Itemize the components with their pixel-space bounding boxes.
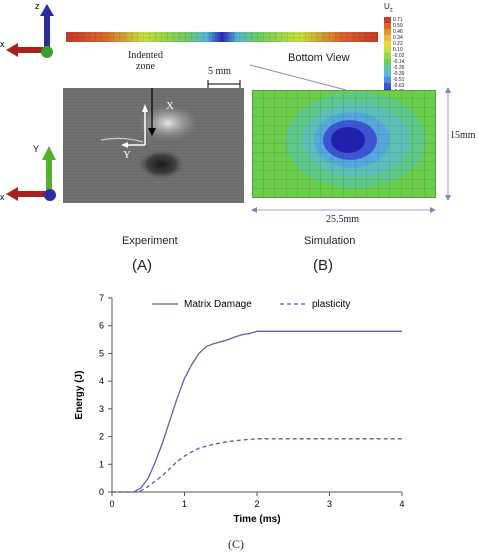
legend-value: 0.10 — [393, 46, 403, 53]
y-tick-label: 5 — [99, 348, 104, 358]
top-contour-strip — [66, 32, 378, 42]
simulation-contour — [252, 90, 436, 198]
y-tick-label: 4 — [99, 376, 104, 386]
legend-row: -0.51 — [384, 76, 424, 83]
y-tick-label: 7 — [99, 293, 104, 303]
series-line-plasticity — [112, 438, 402, 493]
legend-value: -0.14 — [393, 58, 405, 65]
legend-row: -0.02 — [384, 52, 424, 59]
y-tick-label: 3 — [99, 404, 104, 414]
triad-x-label: x — [0, 39, 5, 49]
legend-value: 0.22 — [393, 40, 403, 47]
legend-value: -0.26 — [393, 64, 405, 71]
legend-title-sub: z — [389, 7, 393, 14]
view-pointer-arrow — [249, 64, 347, 91]
photo-axis-x-label: X — [166, 100, 174, 112]
x-tick-label: 4 — [399, 499, 404, 509]
scale-bar-ticks — [207, 80, 241, 88]
panel-label-b: (B) — [313, 257, 333, 274]
indented-zone-label: Indented zone — [128, 50, 163, 72]
triad-z-label: z — [35, 1, 40, 11]
dimension-arrows — [251, 87, 451, 213]
legend-row: 0.22 — [384, 40, 424, 47]
legend-title: U — [384, 2, 390, 11]
legend-value: -0.39 — [393, 70, 405, 77]
legend-row: 0.10 — [384, 46, 424, 53]
x-tick-label: 1 — [182, 499, 187, 509]
experiment-photo — [63, 88, 244, 203]
legend-value: -0.02 — [393, 52, 405, 59]
y-tick-label: 6 — [99, 321, 104, 331]
legend-value: 0.46 — [393, 28, 403, 35]
legend-swatch — [384, 16, 391, 23]
x-tick-label: 2 — [254, 499, 259, 509]
dim-width-label: 25.5mm — [326, 214, 360, 225]
y-tick-label: 0 — [99, 487, 104, 497]
legend-swatch — [384, 34, 391, 41]
chart-y-axis-label: Energy (J) — [74, 371, 85, 420]
legend-label: plasticity — [312, 299, 350, 310]
legend-row: -0.14 — [384, 58, 424, 65]
scale-bar-label: 5 mm — [208, 66, 232, 77]
legend-label: Matrix Damage — [184, 299, 252, 310]
photo-axis-y-label: Y — [123, 149, 131, 161]
legend-swatch — [384, 28, 391, 35]
legend-value: -0.51 — [393, 76, 405, 83]
legend-row: -0.39 — [384, 70, 424, 77]
legend-swatch — [384, 46, 391, 53]
panel-label-c: (C) — [228, 537, 244, 551]
caption-simulation: Simulation — [304, 235, 356, 247]
triad-x-label-bottom: x — [0, 192, 5, 202]
legend-row: 0.46 — [384, 28, 424, 35]
legend-row: 0.59 — [384, 22, 424, 29]
legend-swatch — [384, 82, 391, 89]
contour-legend: Uz 0.71 0.59 0.46 0.34 0.22 0.10 -0.02 -0.14 -0.… — [384, 2, 424, 95]
y-tick-label: 1 — [99, 459, 104, 469]
legend-swatch — [384, 22, 391, 29]
legend-row: -0.26 — [384, 64, 424, 71]
bottom-axis-triad: Y x — [0, 144, 56, 202]
panel-label-a: (A) — [132, 257, 152, 274]
triad-y-label: Y — [33, 144, 39, 154]
indented-label-line2: zone — [136, 61, 155, 72]
y-tick-label: 2 — [99, 432, 104, 442]
dim-height-label: 15mm — [450, 130, 476, 141]
top-axis-triad: z x — [0, 1, 54, 58]
legend-swatch — [384, 76, 391, 83]
legend-row: -0.63 — [384, 82, 424, 89]
legend-swatch — [384, 52, 391, 59]
legend-swatch — [384, 64, 391, 71]
legend-swatch — [384, 70, 391, 77]
legend-row: 0.71 — [384, 16, 424, 23]
caption-experiment: Experiment — [122, 235, 178, 247]
x-tick-label: 3 — [327, 499, 332, 509]
bottom-view-label: Bottom View — [288, 52, 350, 64]
legend-value: 0.34 — [393, 34, 403, 41]
energy-time-chart: 0 1 2 3 4 5 6 7 0 1 2 3 4 Matrix Damage plasticity Ti… — [74, 293, 405, 525]
legend-row: 0.34 — [384, 34, 424, 41]
legend-value: 0.71 — [393, 16, 403, 23]
legend-swatch — [384, 40, 391, 47]
indented-label-line1: Indented — [128, 50, 163, 61]
legend-swatch — [384, 58, 391, 65]
legend-value: 0.59 — [393, 22, 403, 29]
legend-value: -0.63 — [393, 82, 405, 89]
x-tick-label: 0 — [109, 499, 114, 509]
chart-x-axis-label: Time (ms) — [233, 514, 280, 525]
series-line-matrix-damage — [112, 330, 402, 493]
